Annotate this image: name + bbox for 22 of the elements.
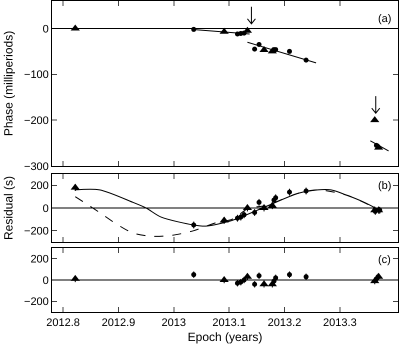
- annotation: (c): [378, 254, 391, 266]
- y-tick-label: 200: [30, 180, 49, 192]
- y-axis-title: Residual (s): [1, 176, 16, 240]
- x-tick-label: 2013.3: [323, 317, 357, 330]
- x-tick-label: 2012.9: [102, 317, 136, 330]
- x-tick-label: 2013: [162, 317, 186, 330]
- y-tick-label: 0: [42, 202, 49, 215]
- y-tick-label: 0: [42, 274, 49, 287]
- annotation: (a): [378, 13, 392, 25]
- y-tick-label: 0: [42, 23, 49, 36]
- x-axis-title: Epoch (years): [188, 330, 262, 344]
- x-tick-label: 2013.1: [212, 317, 246, 330]
- y-tick-label: −300: [24, 160, 49, 173]
- y-tick-label: −200: [24, 296, 49, 308]
- y-tick-label: 200: [30, 254, 49, 266]
- annotation: (b): [378, 180, 392, 192]
- y-tick-label: −100: [24, 69, 49, 82]
- y-tick-label: −200: [24, 226, 49, 238]
- x-tick-label: 2012.8: [46, 317, 80, 330]
- y-tick-label: −200: [24, 115, 49, 128]
- y-axis-title: Phase (milliperiods): [1, 30, 16, 136]
- x-tick-label: 2013.2: [268, 317, 302, 330]
